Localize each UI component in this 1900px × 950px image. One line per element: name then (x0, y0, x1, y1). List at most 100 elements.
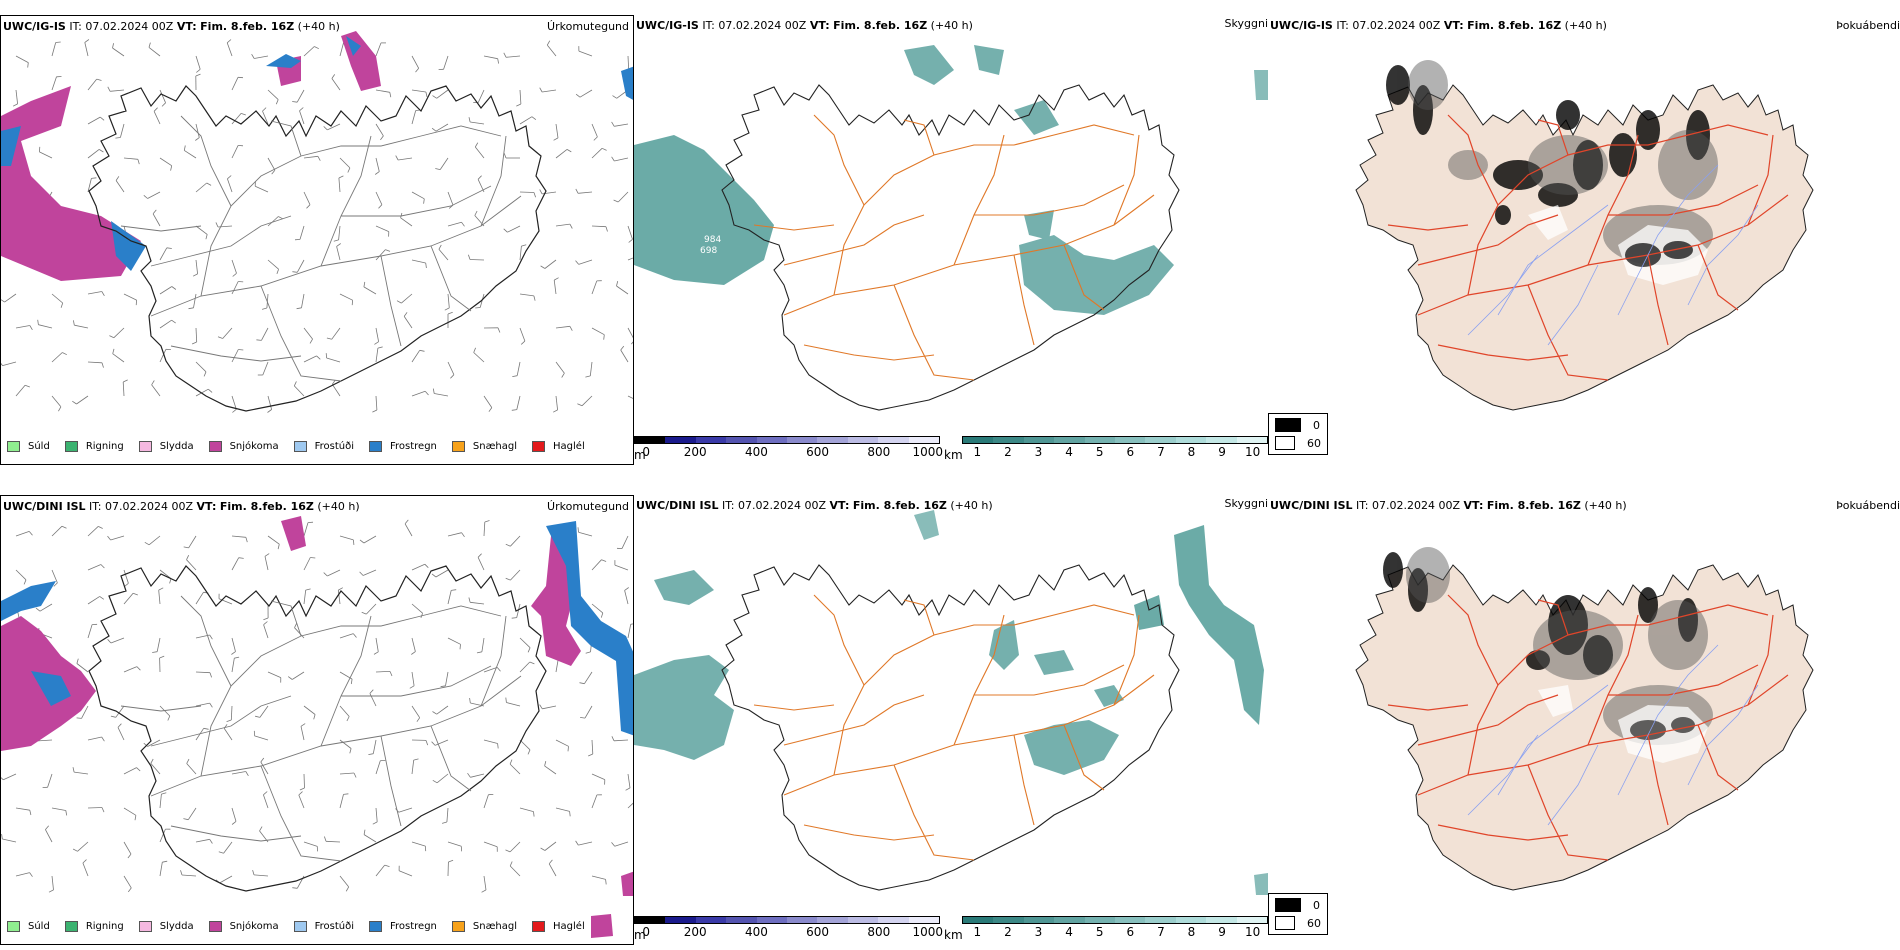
road-line (270, 600, 302, 637)
wind-barb (148, 47, 161, 57)
wind-barb (123, 666, 138, 673)
wind-barb (150, 763, 161, 775)
wind-barb (621, 535, 629, 549)
wind-barb (159, 319, 172, 329)
wind-barb-flag (469, 697, 471, 704)
road-line (260, 285, 342, 382)
wind-barb (436, 705, 449, 715)
wind-barb (303, 522, 309, 537)
wind-barb (578, 50, 593, 57)
wind-barb (231, 771, 246, 775)
wind-barb-flag (389, 92, 392, 98)
wind-barb (299, 225, 305, 240)
wind-barb (253, 874, 269, 877)
road-line (1447, 114, 1499, 206)
road-line (1437, 824, 1569, 841)
wind-barb (159, 828, 166, 843)
wind-barb-flag (263, 617, 269, 621)
wind-barb-flag (316, 355, 321, 360)
wind-barb-flag (475, 307, 481, 309)
wind-barb (223, 841, 233, 854)
wind-barb-flag (98, 526, 103, 529)
colorbar-cell (1145, 437, 1176, 443)
wind-barb-flag (169, 578, 172, 584)
colorbar-cell (1175, 917, 1207, 923)
wind-barb (339, 633, 354, 639)
wind-barb (87, 736, 102, 741)
glacier-white (1528, 205, 1708, 285)
road-line (1697, 724, 1739, 791)
wind-barb (303, 46, 315, 57)
wind-barb-flag (245, 771, 249, 777)
wind-barb-flag (1, 834, 3, 840)
wind-barb-flag (540, 847, 546, 851)
colorbar-cell (695, 437, 727, 443)
ceiling-unit: m (634, 448, 646, 462)
legend-label: Súld (28, 921, 50, 932)
wind-barb-flag (630, 341, 633, 345)
road-line (903, 599, 935, 636)
colorbar-cell (1115, 437, 1146, 443)
wind-barb (411, 760, 415, 775)
visibility-colorbar: 1 2 3 4 5 6 7 8 9 10 (962, 916, 1268, 939)
wind-barb (339, 535, 354, 541)
wind-barb (267, 259, 279, 270)
wind-barb (186, 763, 197, 775)
wind-barb-flag (171, 286, 177, 290)
wind-barb-flag (107, 86, 111, 92)
visibility-unit: km (944, 928, 963, 942)
wind-barb-flag (84, 39, 90, 43)
wind-barb-flag (127, 887, 132, 893)
colorbar-cell (908, 917, 940, 923)
wind-barb (87, 564, 102, 571)
wind-barb-flag (474, 210, 478, 216)
wind-barb (578, 191, 593, 194)
wind-barb-flag (468, 597, 471, 603)
colorbar-tick-label: 7 (1157, 445, 1165, 459)
colorbar-strip (634, 916, 940, 924)
colorbar-cell (1236, 437, 1268, 443)
wind-barb (51, 76, 57, 91)
colorbar-tick-label: 3 (1034, 925, 1043, 939)
wind-barb-flag (170, 165, 173, 171)
road-line (380, 255, 402, 347)
wind-barb-flag (186, 758, 190, 764)
wind-barb (74, 324, 89, 329)
wind-barb-flag (441, 821, 448, 824)
wind-barb-flag (73, 320, 75, 326)
wind-barb (614, 564, 629, 571)
colorbar-cell (993, 437, 1024, 443)
vis-teal-east (1134, 525, 1264, 725)
wind-barb-flag (413, 758, 419, 761)
colorbar-cell (635, 437, 666, 443)
panel-type-label: Þokuábendi (1836, 499, 1900, 512)
fog-legend-swatch (1275, 898, 1301, 912)
wind-barb (542, 705, 557, 710)
wind-barb-flag (509, 759, 513, 765)
wind-barb-flag (294, 623, 298, 628)
wind-barb-flag (496, 667, 501, 672)
road-line (1417, 674, 1789, 796)
wind-barb-flag (432, 711, 437, 715)
wind-barb (477, 89, 485, 103)
colorbar-cell (726, 437, 757, 443)
wind-barb-flag (575, 840, 579, 846)
wind-barb-flag (553, 409, 558, 413)
colorbar-tick-label: 0 (642, 445, 651, 459)
iceland-outline (88, 85, 547, 412)
wind-barb-flag (374, 341, 379, 345)
wind-barb-flag (171, 319, 176, 324)
wind-barb (435, 123, 449, 132)
wind-barb (363, 535, 377, 544)
wind-barb (226, 42, 233, 57)
wind-barb-flag (477, 553, 482, 558)
wind-barb-flag (424, 563, 429, 568)
wind-barb-flag (191, 341, 197, 345)
wind-barb (2, 838, 17, 843)
wind-barb (296, 89, 305, 103)
wind-barb-flag (352, 633, 357, 638)
legend-label: Frostregn (390, 441, 437, 452)
wind-barb-flag (503, 153, 507, 159)
colorbar-tick-label: 1 (973, 445, 982, 459)
wind-barb-flag (317, 156, 321, 161)
